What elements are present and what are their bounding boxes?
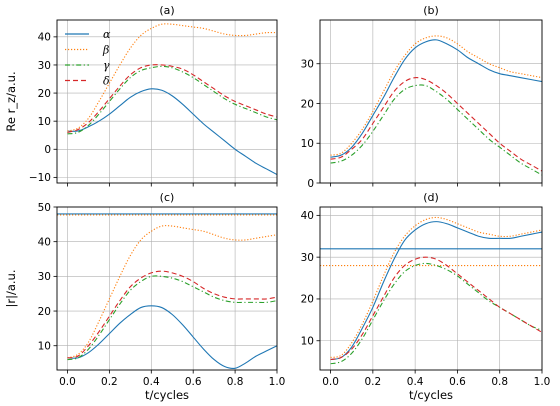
series-line-α xyxy=(67,305,277,369)
y-tick-label: 10 xyxy=(301,138,314,150)
y-tick-label: 20 xyxy=(301,98,314,110)
plot-area xyxy=(57,213,277,369)
y-tick-label: 20 xyxy=(38,306,51,318)
plot-area xyxy=(67,23,277,176)
plot-area xyxy=(330,35,542,176)
x-tick-label: 0.6 xyxy=(449,376,466,388)
y-tick-label: 20 xyxy=(301,294,314,306)
series-line-β xyxy=(67,23,277,132)
panel-c: 0.0 0.2 0.4 0.6 0.8 1.0 10 20 30 40 50 (c) t/cycles |… xyxy=(4,191,285,402)
panel-title: (a) xyxy=(159,4,174,17)
x-axis-label: t/cycles xyxy=(409,388,453,402)
series-line-α xyxy=(67,88,277,176)
x-tick-label: 0.8 xyxy=(491,376,508,388)
series-line-β xyxy=(330,216,542,359)
legend-label: α xyxy=(103,28,111,41)
legend-label: γ xyxy=(103,59,110,72)
y-tick-label: 40 xyxy=(301,210,314,222)
y-tick-label: 30 xyxy=(301,252,314,264)
y-tick-label: 40 xyxy=(38,32,51,44)
x-axis-label: t/cycles xyxy=(145,388,189,402)
panel-title: (b) xyxy=(423,4,439,17)
series-line-δ xyxy=(67,270,277,359)
plot-area xyxy=(320,216,542,365)
y-tick-label: 40 xyxy=(38,236,51,248)
y-tick-label: 0 xyxy=(44,144,51,156)
legend-label: δ xyxy=(103,75,110,88)
series-line-δ xyxy=(330,256,542,361)
x-tick-label: 0.2 xyxy=(365,376,382,388)
x-tick-label: 0.0 xyxy=(59,376,76,388)
series-line-γ xyxy=(67,275,277,361)
axes-frame xyxy=(56,206,278,371)
y-tick-label: −10 xyxy=(29,172,51,184)
series-line-δ xyxy=(330,77,542,172)
y-tick-label: 30 xyxy=(301,59,314,71)
axes-frame xyxy=(319,206,543,371)
x-tick-label: 0.0 xyxy=(322,376,339,388)
series-line-γ xyxy=(330,262,542,365)
y-tick-label: 50 xyxy=(38,202,51,214)
x-tick-label: 0.4 xyxy=(143,376,160,388)
series-line-α xyxy=(330,39,542,158)
panel-d: 0.0 0.2 0.4 0.6 0.8 1.0 10 20 30 40 (d) t/cycles xyxy=(301,191,551,402)
panel-title: (d) xyxy=(423,191,439,204)
y-tick-label: 10 xyxy=(38,341,51,353)
y-tick-label: 20 xyxy=(38,88,51,100)
series-line-β xyxy=(330,35,542,156)
x-tick-label: 0.8 xyxy=(227,376,244,388)
series-line-δ xyxy=(67,64,277,133)
x-tick-label: 1.0 xyxy=(269,376,286,388)
y-tick-label: 0 xyxy=(307,178,314,190)
y-tick-label: 10 xyxy=(301,336,314,348)
axes-frame xyxy=(56,19,278,184)
panel-title: (c) xyxy=(160,191,175,204)
y-tick-label: 30 xyxy=(38,60,51,72)
axes-frame xyxy=(319,19,543,184)
series-line-α xyxy=(330,221,542,361)
y-tick-label: 10 xyxy=(38,116,51,128)
x-tick-label: 0.6 xyxy=(185,376,202,388)
y-tick-label: 30 xyxy=(38,271,51,283)
legend-label: β xyxy=(102,44,109,57)
y-axis-label: Re r_z/a.u. xyxy=(4,71,18,131)
series-line-γ xyxy=(67,65,277,135)
x-tick-label: 0.4 xyxy=(407,376,424,388)
x-tick-label: 0.2 xyxy=(101,376,118,388)
y-axis-label: |r|/a.u. xyxy=(4,270,18,308)
x-tick-label: 1.0 xyxy=(534,376,551,388)
series-line-γ xyxy=(330,84,542,176)
panel-b: 0 10 20 30 (b) xyxy=(301,4,543,190)
series-line-β xyxy=(67,225,277,359)
